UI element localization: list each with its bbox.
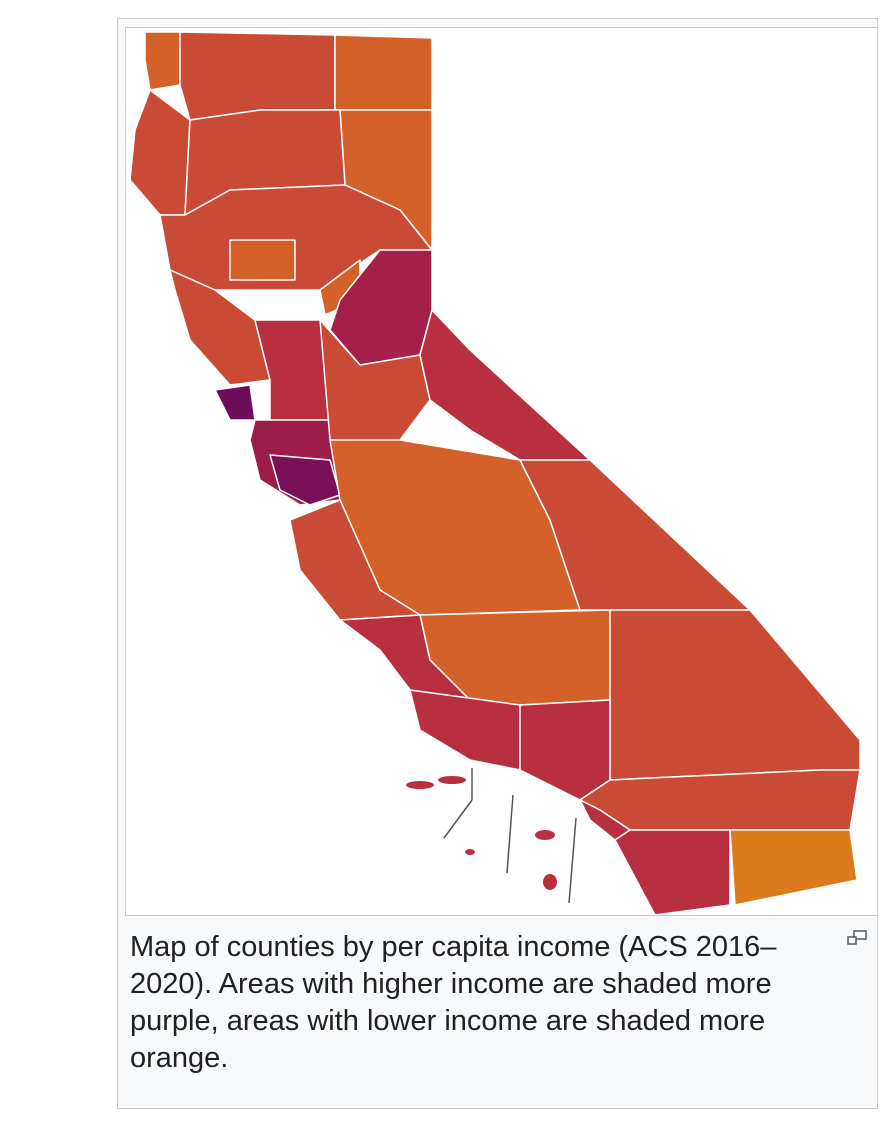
california-map [129,31,861,916]
counties [129,31,861,916]
leader-lines [443,768,577,904]
caption: Map of counties by per capita income (AC… [130,931,777,1074]
map-image[interactable] [125,27,878,916]
islands [406,776,557,890]
enlarge-icon[interactable] [846,929,870,947]
thumbnail: Map of counties by per capita income (AC… [117,18,878,1109]
